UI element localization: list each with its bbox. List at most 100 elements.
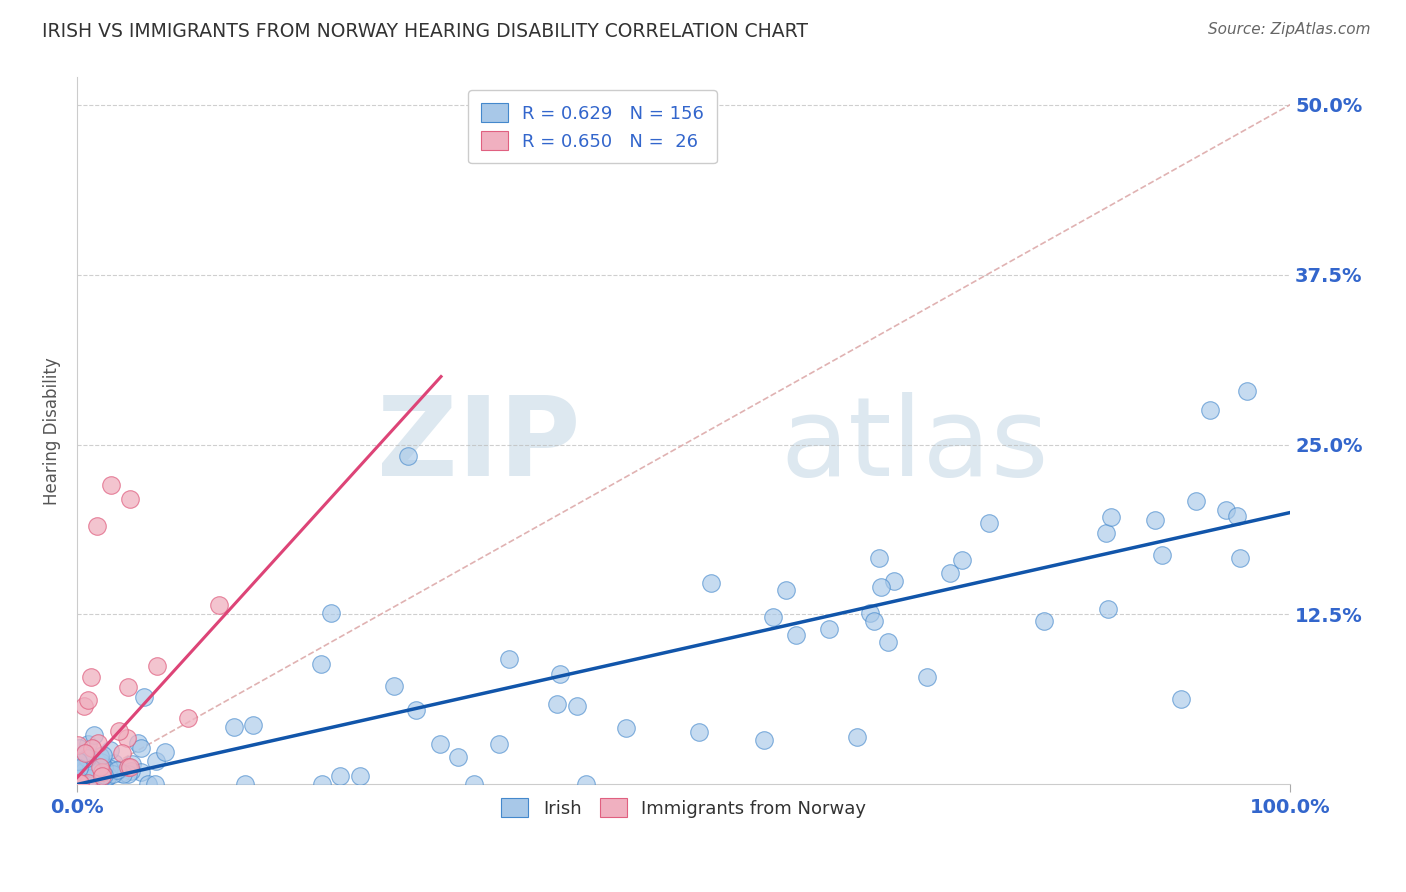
Point: [79, 772, 101, 787]
Point: [72, 772, 94, 787]
Point: [67, 776, 90, 790]
Point: [83, 729, 105, 743]
Point: [66, 774, 89, 789]
Point: [75, 775, 97, 789]
Point: [233, 777, 256, 791]
Point: [117, 760, 139, 774]
Point: [77, 772, 100, 787]
Point: [66, 770, 89, 784]
Point: [72, 772, 94, 787]
Point: [73, 758, 96, 772]
Point: [1170, 692, 1192, 706]
Point: [80, 774, 103, 789]
Point: [69, 774, 91, 789]
Point: [110, 766, 132, 780]
Point: [94, 766, 117, 780]
Point: [67, 772, 90, 786]
Point: [103, 766, 125, 780]
Point: [69, 741, 91, 756]
Point: [396, 449, 419, 463]
Point: [69, 755, 91, 769]
Point: [80, 764, 103, 778]
Point: [66, 754, 89, 768]
Point: [93, 761, 115, 775]
Point: [90, 769, 112, 783]
Point: [89, 759, 111, 773]
Point: [93, 770, 115, 784]
Point: [762, 609, 785, 624]
Point: [1185, 493, 1208, 508]
Point: [208, 598, 231, 612]
Point: [79, 754, 101, 768]
Point: [859, 606, 882, 620]
Point: [76, 776, 98, 790]
Point: [79, 771, 101, 785]
Point: [546, 697, 568, 711]
Point: [75, 771, 97, 785]
Point: [1033, 615, 1056, 629]
Point: [775, 582, 797, 597]
Point: [463, 777, 485, 791]
Point: [79, 772, 101, 787]
Point: [121, 757, 143, 772]
Point: [73, 699, 96, 714]
Point: [69, 752, 91, 766]
Point: [614, 721, 637, 735]
Point: [1215, 502, 1237, 516]
Point: [447, 750, 470, 764]
Point: [977, 516, 1000, 531]
Point: [77, 772, 100, 787]
Point: [76, 751, 98, 765]
Point: [1199, 403, 1222, 417]
Point: [1099, 510, 1122, 524]
Point: [105, 763, 128, 777]
Point: [69, 773, 91, 788]
Text: Source: ZipAtlas.com: Source: ZipAtlas.com: [1208, 22, 1371, 37]
Point: [155, 745, 177, 759]
Point: [915, 670, 938, 684]
Point: [785, 628, 807, 642]
Point: [83, 769, 105, 783]
Point: [76, 737, 98, 751]
Point: [117, 767, 139, 781]
Point: [70, 776, 93, 790]
Point: [87, 769, 110, 783]
Point: [846, 730, 869, 744]
Point: [91, 747, 114, 762]
Point: [82, 740, 104, 755]
Point: [73, 762, 96, 776]
Point: [876, 635, 898, 649]
Point: [1229, 550, 1251, 565]
Point: [84, 765, 107, 780]
Point: [868, 550, 890, 565]
Point: [73, 772, 96, 787]
Point: [863, 614, 886, 628]
Point: [90, 755, 112, 769]
Point: [89, 763, 111, 777]
Point: [67, 776, 90, 790]
Point: [118, 491, 141, 506]
Point: [115, 731, 138, 745]
Point: [1226, 509, 1249, 524]
Point: [96, 770, 118, 784]
Point: [67, 738, 90, 752]
Point: [67, 755, 90, 769]
Point: [70, 761, 93, 775]
Point: [93, 768, 115, 782]
Point: [69, 765, 91, 780]
Point: [80, 670, 103, 684]
Text: atlas: atlas: [780, 392, 1049, 499]
Point: [548, 667, 571, 681]
Point: [1095, 525, 1118, 540]
Point: [89, 772, 111, 787]
Point: [112, 766, 135, 780]
Point: [107, 763, 129, 777]
Point: [70, 758, 93, 772]
Point: [329, 769, 352, 783]
Point: [96, 768, 118, 782]
Point: [1097, 601, 1119, 615]
Point: [73, 746, 96, 760]
Y-axis label: Hearing Disability: Hearing Disability: [44, 357, 60, 505]
Point: [107, 723, 129, 738]
Point: [73, 747, 96, 762]
